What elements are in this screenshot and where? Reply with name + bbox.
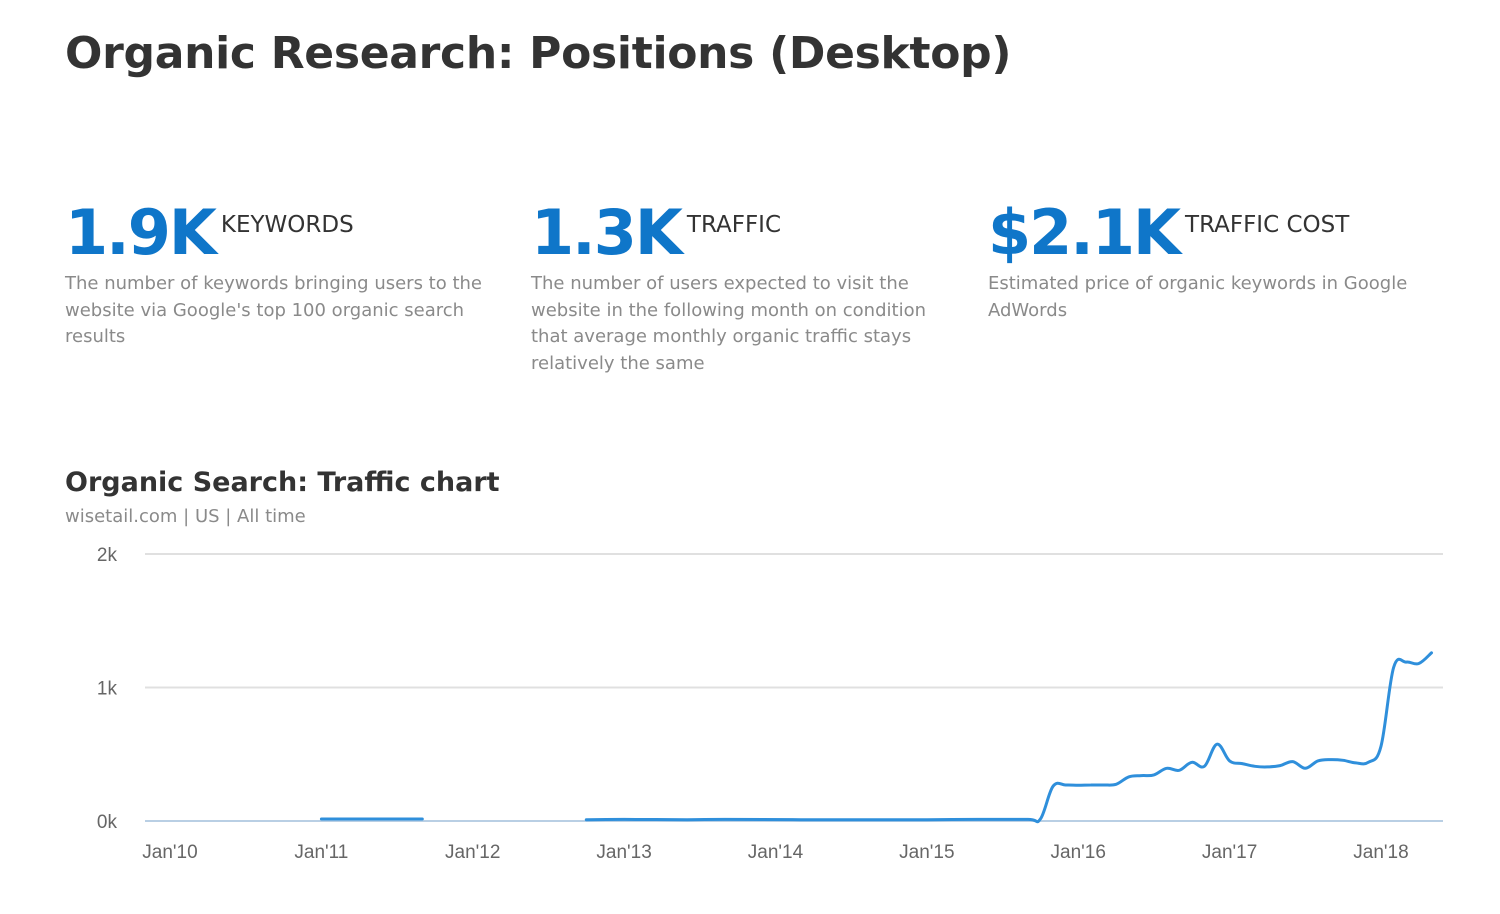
y-axis-ticks: 0k 1k 2k [97, 545, 118, 833]
traffic-cost-metric: $2.1K TRAFFIC COST Estimated price of org… [988, 196, 1428, 324]
chart-title: Organic Search: Traffic chart [65, 467, 500, 498]
y-tick-label: 2k [97, 545, 118, 566]
x-axis-ticks: Jan'10 Jan'11 Jan'12 Jan'13 Jan'14 Jan'15 Jan'… [142, 842, 1408, 863]
x-tick-label: Jan'14 [748, 842, 804, 863]
x-tick-label: Jan'12 [445, 842, 500, 863]
traffic-series [319, 651, 1433, 824]
traffic-value: 1.3K [531, 196, 683, 269]
x-tick-label: Jan'18 [1353, 842, 1408, 863]
traffic-line-segment-2 [584, 651, 1433, 824]
y-tick-label: 0k [97, 812, 118, 833]
keywords-description: The number of keywords bringing users to… [65, 273, 483, 347]
traffic-metric: 1.3K TRAFFIC The number of users expected… [531, 196, 951, 377]
y-tick-label: 1k [97, 679, 118, 700]
traffic-cost-value: $2.1K [988, 196, 1181, 269]
x-tick-label: Jan'13 [596, 842, 651, 863]
x-tick-label: Jan'11 [294, 842, 348, 863]
keywords-value: 1.9K [65, 196, 217, 269]
x-tick-label: Jan'10 [142, 842, 197, 863]
page-title: Organic Research: Positions (Desktop) [65, 28, 1012, 79]
keywords-metric: 1.9K KEYWORDS The number of keywords brin… [65, 196, 495, 351]
traffic-label: TRAFFIC [686, 212, 782, 238]
x-tick-label: Jan'16 [1051, 842, 1106, 863]
x-tick-label: Jan'17 [1202, 842, 1257, 863]
traffic-cost-description: Estimated price of organic keywords in G… [988, 273, 1408, 321]
traffic-description: The number of users expected to visit th… [531, 273, 926, 374]
traffic-cost-label: TRAFFIC COST [1185, 212, 1350, 238]
chart-subtitle: wisetail.com | US | All time [65, 506, 306, 527]
x-tick-label: Jan'15 [899, 842, 954, 863]
keywords-label: KEYWORDS [220, 212, 354, 238]
chart-grid [145, 553, 1443, 822]
